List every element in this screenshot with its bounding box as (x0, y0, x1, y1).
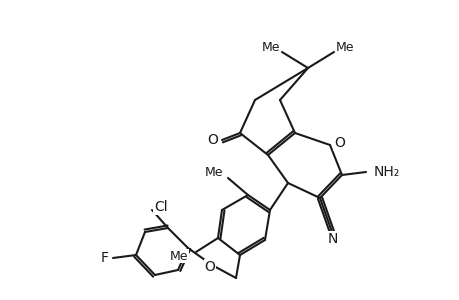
Text: Cl: Cl (154, 200, 167, 214)
Text: O: O (204, 260, 215, 274)
Text: Me: Me (204, 167, 223, 179)
Text: Me: Me (335, 40, 354, 53)
Text: F: F (101, 251, 109, 265)
Text: Me: Me (261, 40, 280, 53)
Text: N: N (327, 232, 337, 246)
Text: O: O (333, 136, 344, 150)
Text: O: O (207, 133, 218, 147)
Text: Me: Me (169, 250, 188, 262)
Text: NH₂: NH₂ (373, 165, 399, 179)
